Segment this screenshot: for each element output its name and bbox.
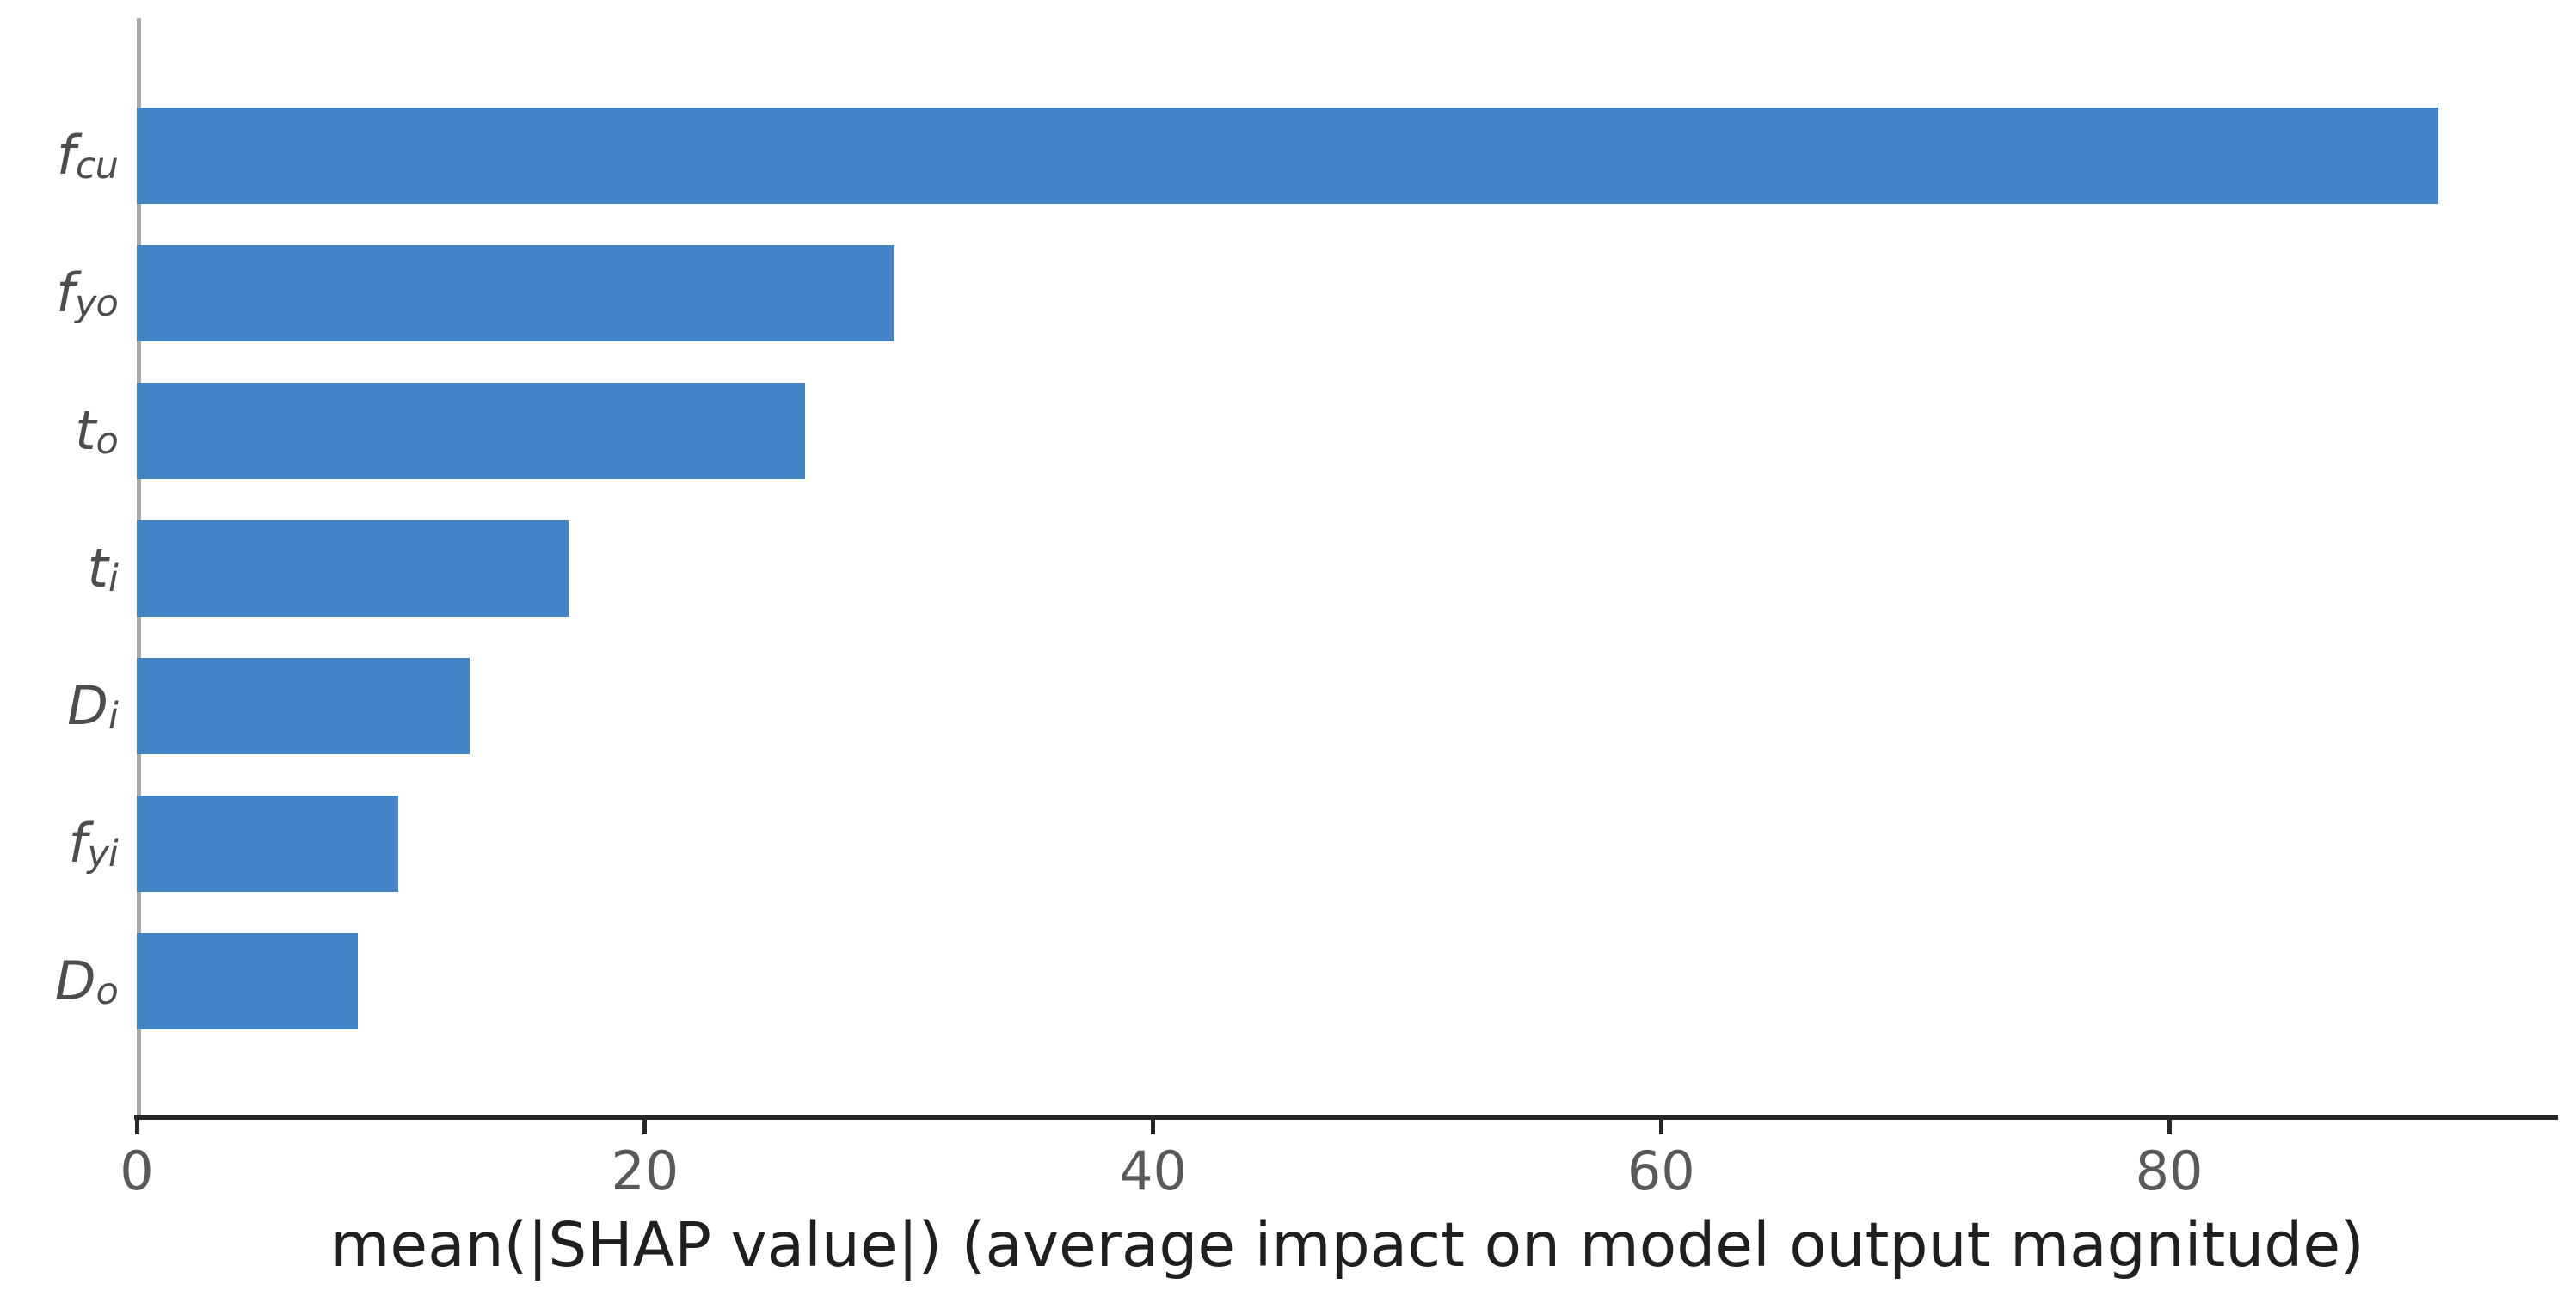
feature-symbol-subscript: yi [87,832,119,876]
feature-symbol-subscript: o [95,969,119,1013]
feature-symbol-base: f [56,124,76,187]
x-tick-mark-80 [2167,1120,2172,1134]
x-tick-mark-0 [134,1120,139,1134]
bar-D_i [137,658,470,754]
feature-symbol-subscript: o [95,419,119,463]
x-tick-label-0: 0 [120,1140,154,1202]
feature-symbol-subscript: i [108,694,119,738]
feature-symbol-base: t [87,537,108,599]
x-tick-label-20: 20 [611,1140,679,1202]
bar-t_i [137,520,569,617]
bar-f_yo [137,245,895,341]
x-tick-label-40: 40 [1119,1140,1187,1202]
x-axis-line [134,1115,2558,1120]
x-tick-label-60: 60 [1626,1140,1695,1202]
feature-symbol-base: t [75,399,96,462]
bar-t_o [137,383,805,479]
x-tick-mark-60 [1658,1120,1663,1134]
feature-symbol-base: D [54,949,96,1012]
feature-symbol-base: f [56,261,75,324]
x-tick-label-80: 80 [2135,1140,2204,1202]
bar-f_yi [137,796,399,892]
x-axis-title: mean(|SHAP value|) (average impact on mo… [330,1209,2364,1281]
y-tick-label-f_yi: f yi [0,796,118,892]
y-tick-label-f_cu: f cu [0,108,119,204]
feature-symbol-base: f [68,812,88,875]
x-tick-mark-40 [1151,1120,1156,1134]
feature-symbol-subscript: cu [75,144,119,187]
x-tick-mark-20 [642,1120,648,1134]
feature-symbol-base: D [67,674,108,737]
y-tick-label-f_yo: f yo [0,245,119,341]
feature-symbol-subscript: i [108,556,119,600]
bar-D_o [137,933,358,1029]
feature-symbol-subscript: yo [74,281,119,325]
bar-f_cu [137,108,2439,204]
